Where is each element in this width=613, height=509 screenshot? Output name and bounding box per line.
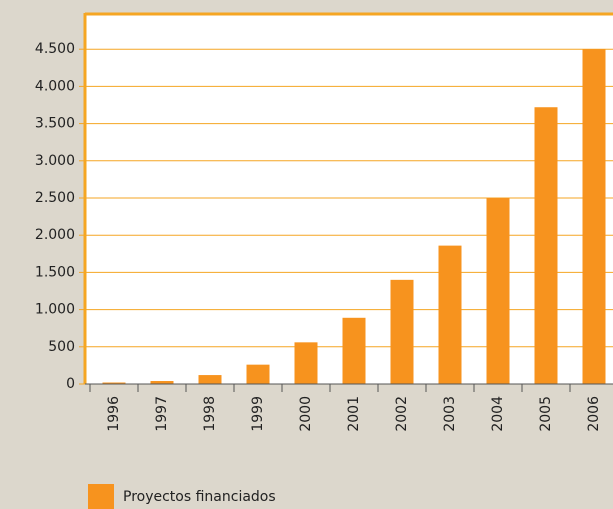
y-tick-label: 500 <box>48 339 75 355</box>
y-tick-label: 2.000 <box>35 227 75 243</box>
bar <box>342 317 366 384</box>
x-tick-label: 2004 <box>490 396 506 432</box>
x-tick-label: 1999 <box>250 396 266 432</box>
y-tick-label: 1.500 <box>35 264 75 280</box>
bar <box>582 49 606 384</box>
x-tick-label: 2006 <box>586 396 602 432</box>
x-tick-label: 2002 <box>394 396 410 432</box>
bar <box>294 342 318 384</box>
x-tick-label: 1997 <box>154 396 170 432</box>
bar <box>150 381 174 384</box>
y-tick-label: 1.000 <box>35 302 75 318</box>
legend-swatch <box>88 484 114 509</box>
y-tick-label: 4.000 <box>35 78 75 94</box>
x-tick-label: 2001 <box>346 396 362 432</box>
y-tick-label: 3.000 <box>35 153 75 169</box>
legend-label: Proyectos financiados <box>123 489 276 505</box>
bar <box>198 375 222 384</box>
bar <box>486 198 510 384</box>
x-tick-label: 1998 <box>202 396 218 432</box>
y-tick-label: 4.500 <box>35 41 75 57</box>
x-tick-label: 2000 <box>298 396 314 432</box>
bar <box>390 279 414 384</box>
y-tick-label: 3.500 <box>35 116 75 132</box>
bar <box>534 107 558 385</box>
y-tick-label: 2.500 <box>35 190 75 206</box>
x-tick-label: 2005 <box>538 396 554 432</box>
y-tick-label: 0 <box>66 376 75 392</box>
bar <box>102 382 126 384</box>
x-tick-label: 2003 <box>442 396 458 432</box>
bar <box>246 364 270 384</box>
bar <box>438 245 462 384</box>
x-tick-label: 1996 <box>106 396 122 432</box>
